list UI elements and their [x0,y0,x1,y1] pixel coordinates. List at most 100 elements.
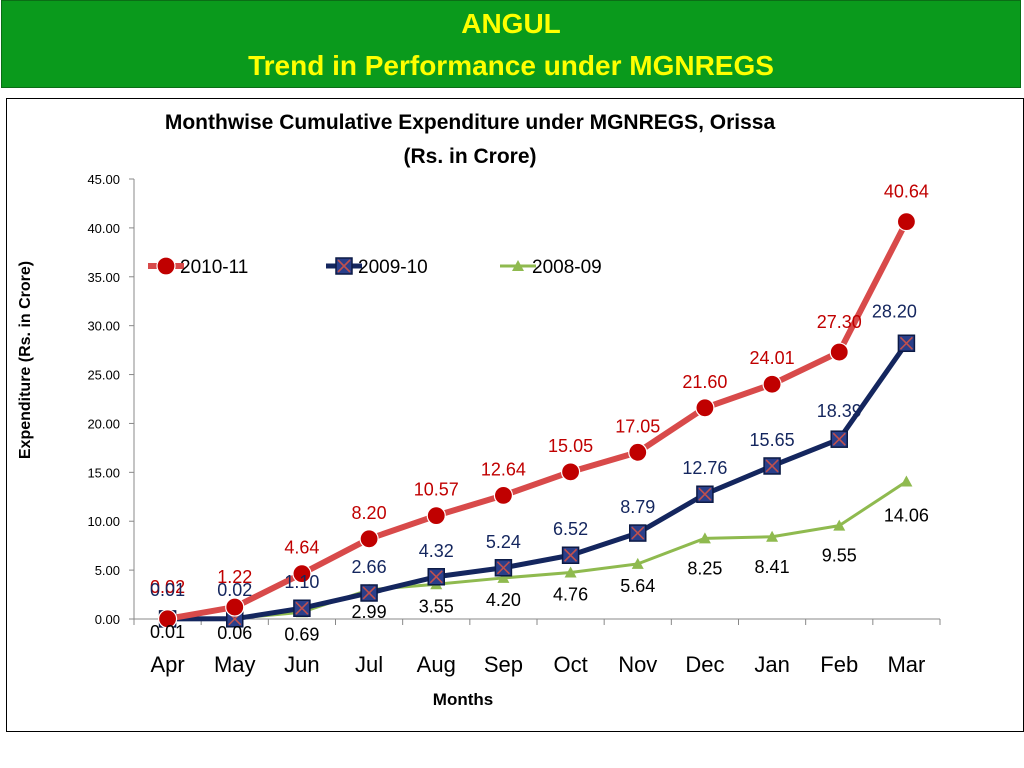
data-label-2009-10: 0.02 [217,580,252,600]
data-label-2009-10: 15.65 [750,430,795,450]
data-label-2010-11: 15.05 [548,436,593,456]
data-label-2009-10: 4.32 [419,541,454,561]
header-title: ANGUL [461,8,561,39]
data-label-2008-09: 3.55 [419,596,454,616]
marker-cross [698,487,712,501]
data-label-2008-09: 8.41 [755,557,790,577]
chart-axes: 0.00 5.00 10.00 15.00 20.00 25.00 30.00 35.00 40… [87,172,941,677]
x-tick-label: Feb [820,652,858,677]
x-tick-label: Jul [355,652,383,677]
marker-cross [362,586,376,600]
data-point-2009-10 [561,546,580,564]
marker-cross [631,526,645,540]
data-label-2010-11: 8.20 [352,503,387,523]
data-point-2010-11 [560,462,581,482]
data-point-2009-10 [830,430,848,448]
x-tick-label: May [214,652,256,677]
data-label-2009-10: 8.79 [620,497,655,517]
marker-cross [337,259,351,273]
data-label-2008-09: 0.06 [217,623,252,643]
chart-subtitle: (Rs. in Crore) [403,145,536,168]
data-label-2010-11: 1.22 [217,567,252,587]
x-tick-label: Oct [553,652,587,677]
y-tick-label: 20.00 [87,416,120,431]
x-tick-label: Apr [150,652,184,677]
data-label-2009-10: 6.52 [553,519,588,539]
y-tick-label: 5.00 [95,563,120,578]
x-tick-label: Dec [685,652,724,677]
marker-cross [765,459,779,473]
data-point-2010-11 [359,529,379,549]
data-point-2008-09 [698,532,711,544]
data-point-2009-10 [629,524,647,542]
header-banner: ANGUL Trend in Performance under MGNREGS [1,0,1021,88]
data-point-2009-10 [427,568,445,586]
data-point-2009-10 [293,599,311,617]
series-line-2008-09 [166,480,908,621]
data-point-2010-11 [426,506,446,526]
legend-label-2008-09: 2008-09 [532,257,602,278]
legend-label-2009-10: 2009-10 [358,257,428,278]
x-tick-label: Jun [284,652,319,677]
chart-title: Monthwise Cumulative Expenditure under M… [165,111,776,134]
data-label-2010-11: 17.05 [615,416,660,436]
data-label-2010-11: 4.64 [284,538,319,558]
y-tick-label: 45.00 [87,172,120,187]
data-point-2010-11 [695,398,715,418]
data-point-2010-11 [493,485,514,506]
data-point-2009-10 [763,457,781,475]
data-point-2010-11 [292,564,312,584]
data-label-2008-09: 0.01 [150,622,185,642]
data-point-2008-09 [631,557,644,569]
chart-legend: 2010-11 2009-10 2008-09 [148,256,602,278]
marker-cross [496,561,510,575]
y-axis-label: Expenditure (Rs. in Crore) [17,261,34,459]
data-label-2010-11: 0.02 [150,577,185,597]
data-label-2010-11: 40.64 [884,182,929,202]
data-label-2010-11: 12.64 [481,459,526,479]
data-point-2010-11 [157,609,178,629]
data-label-2008-09: 5.64 [620,576,655,596]
data-label-2008-09: 14.06 [884,506,929,526]
data-point-2009-10 [897,334,916,353]
data-label-2009-10: 5.24 [486,532,521,552]
header-subtitle: Trend in Performance under MGNREGS [248,50,774,81]
marker-cross [295,601,309,615]
data-label-2008-09: 0.69 [284,624,319,644]
data-point-2008-09 [900,475,913,487]
marker-cross [564,548,578,562]
data-point-2010-11 [896,212,917,232]
data-point-2009-10 [696,485,714,503]
data-label-2010-11: 27.30 [817,312,862,332]
data-point-2009-10 [360,584,378,602]
data-point-2008-09 [766,530,779,542]
data-point-2010-11 [762,374,782,394]
legend-label-2010-11: 2010-11 [180,257,248,278]
data-label-2009-10: 0.01 [150,580,185,600]
series-line-2010-11 [164,218,910,622]
data-point-2010-11 [628,442,648,462]
legend-marker-2009-10 [335,257,353,275]
y-tick-label: 35.00 [87,270,120,285]
data-point-2008-09 [833,519,846,531]
marker-cross [899,336,913,350]
legend-marker-2010-11 [156,256,176,276]
data-label-2010-11: 10.57 [414,480,459,500]
data-label-2008-09: 4.20 [486,590,521,610]
chart-data-labels: 0.02 1.224.648.2010.5712.6415.0517.0521.6… [150,182,929,645]
y-tick-label: 40.00 [87,221,120,236]
data-point-2008-09 [497,571,510,583]
data-label-2009-10: 18.39 [817,401,862,421]
data-point-2010-11 [225,597,245,617]
data-label-2008-09: 4.76 [553,584,588,604]
data-label-2008-09: 8.25 [687,558,722,578]
data-point-2009-10 [494,559,513,577]
y-tick-label: 30.00 [87,319,120,334]
data-label-2008-09: 2.99 [352,602,387,622]
y-tick-label: 0.00 [95,612,120,627]
data-point-2008-09 [564,566,577,578]
data-label-2010-11: 21.60 [682,372,727,392]
data-label-2008-09: 9.55 [822,546,857,566]
x-tick-label: Aug [417,652,456,677]
